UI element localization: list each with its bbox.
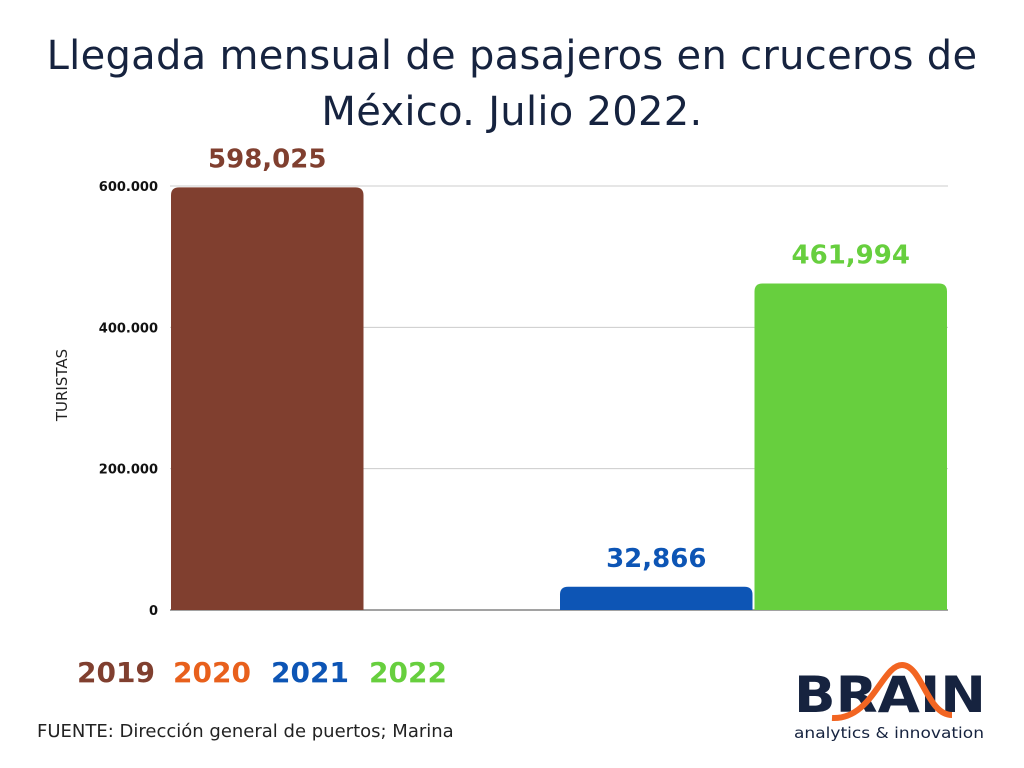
data-label: 32,866: [606, 544, 706, 574]
chart-title: Llegada mensual de pasajeros en cruceros…: [46, 33, 978, 135]
y-axis-label: TURISTAS: [53, 349, 71, 422]
bar-2022: [754, 283, 947, 610]
svg-text:analytics & innovation: analytics & innovation: [794, 724, 984, 742]
data-label: 598,025: [208, 144, 326, 174]
bar-2021: [560, 586, 753, 610]
legend-item-2022: 2022: [369, 656, 447, 689]
source-note: FUENTE: Dirección general de puertos; Ma…: [37, 721, 454, 742]
bar-2019: [171, 187, 364, 610]
legend-item-2020: 2020: [173, 656, 251, 689]
y-tick-label: 200.000: [99, 463, 158, 478]
data-label: 461,994: [792, 241, 910, 271]
legend-item-2021: 2021: [271, 656, 349, 689]
brain-logo: BRAIN analytics & innovation: [794, 661, 986, 742]
legend-item-2019: 2019: [77, 656, 155, 689]
y-tick-label: 600.000: [99, 180, 158, 195]
y-tick-label: 0: [149, 604, 158, 619]
y-tick-label: 400.000: [99, 321, 158, 336]
